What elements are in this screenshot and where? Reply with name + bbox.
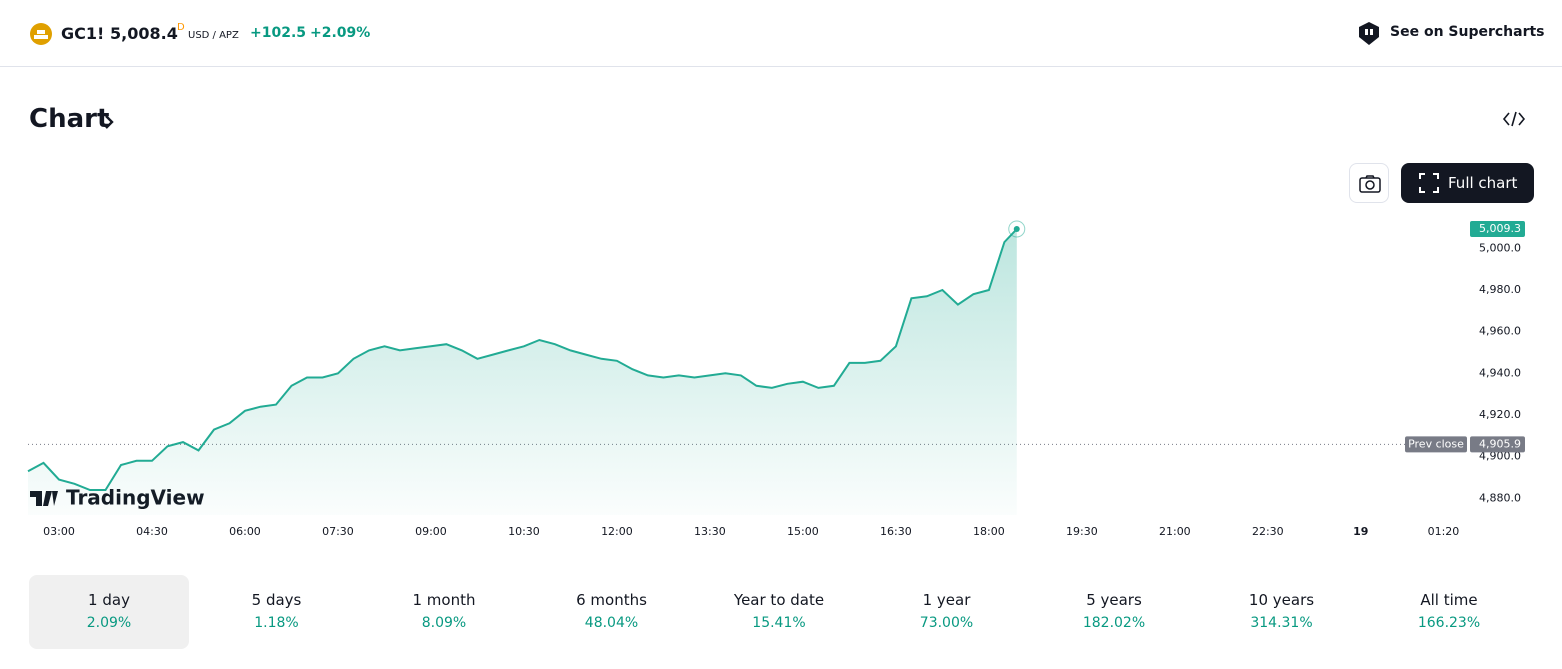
period-label: Year to date — [733, 591, 825, 609]
period-change: 314.31% — [1250, 615, 1313, 631]
price-line — [27, 228, 1018, 491]
y-tick-label: 4,980.0 — [1479, 283, 1521, 296]
period-change: 48.04% — [584, 615, 639, 631]
x-tick-label: 13:30 — [694, 525, 726, 538]
period-change: 73.00% — [919, 615, 974, 631]
chart: TradingView4,880.04,900.04,920.04,940.04… — [27, 220, 1525, 538]
area-fill — [28, 229, 1017, 515]
period-button[interactable]: 5 years 182.02% — [1034, 575, 1194, 649]
embed-icon[interactable] — [1502, 110, 1526, 128]
x-tick-label: 04:30 — [136, 525, 168, 538]
supercharts-icon[interactable] — [1356, 21, 1382, 47]
change-pct: +2.09% — [310, 25, 371, 41]
x-tick-label: 06:00 — [229, 525, 261, 538]
prev-close-badge — [1405, 436, 1467, 453]
period-change: 1.18% — [254, 615, 299, 631]
price-flag: D — [177, 22, 185, 33]
last-price-label: 5,009.3 — [1479, 222, 1521, 235]
y-tick-label: 4,960.0 — [1479, 325, 1521, 338]
supercharts-link[interactable]: See on Supercharts — [1390, 24, 1545, 40]
x-tick-label: 22:30 — [1252, 525, 1284, 538]
x-tick-label: 19:30 — [1066, 525, 1098, 538]
x-tick-label: 10:30 — [508, 525, 540, 538]
header: GC1! 5,008.4 D USD / APZ +102.5 +2.09% S… — [0, 0, 1562, 67]
symbol-icon — [30, 23, 52, 45]
last-point-ring — [1008, 220, 1026, 238]
camera-icon — [1359, 175, 1381, 193]
fullscreen-icon — [1419, 173, 1439, 193]
x-tick-label: 01:20 — [1428, 525, 1460, 538]
last-point — [1013, 225, 1020, 232]
prev-close-label: 4,905.9 — [1479, 437, 1521, 450]
full-chart-button[interactable]: Full chart — [1401, 163, 1534, 203]
period-button[interactable]: 6 months 48.04% — [532, 575, 692, 649]
period-label: 5 days — [251, 591, 302, 609]
x-tick-label: 09:00 — [415, 525, 447, 538]
period-label: 5 years — [1086, 591, 1142, 609]
prev-close-value-badge — [1470, 436, 1525, 453]
y-tick-label: 4,940.0 — [1479, 366, 1521, 379]
full-chart-label: Full chart — [1448, 174, 1518, 192]
x-tick-label: 12:00 — [601, 525, 633, 538]
period-label: 6 months — [576, 591, 647, 609]
price: 5,008.4 — [110, 24, 178, 43]
y-tick-label: 4,880.0 — [1479, 491, 1521, 504]
period-change: 166.23% — [1417, 615, 1481, 631]
y-tick-label: 4,900.0 — [1479, 450, 1521, 463]
period-change: 8.09% — [421, 615, 467, 631]
snapshot-button[interactable] — [1349, 163, 1389, 203]
last-price-badge — [1470, 220, 1525, 237]
section-title[interactable]: Chart — [29, 104, 110, 134]
chevron — [105, 115, 114, 129]
period-label: 1 day — [88, 591, 130, 609]
period-change: 15.41% — [752, 615, 806, 631]
x-tick-label: 03:00 — [43, 525, 75, 538]
symbol: GC1! — [61, 24, 105, 43]
currency: USD / APZ — [188, 30, 239, 41]
period-button[interactable]: 5 days 1.18% — [197, 575, 357, 649]
x-tick-label: 19 — [1353, 525, 1368, 538]
period-button[interactable]: All time 166.23% — [1369, 575, 1529, 649]
period-button[interactable]: 10 years 314.31% — [1202, 575, 1362, 649]
period-button[interactable]: Year to date 15.41% — [699, 575, 859, 649]
period-label: 1 year — [922, 591, 971, 609]
period-button[interactable]: 1 year 73.00% — [867, 575, 1027, 649]
y-tick-label: 5,000.0 — [1479, 241, 1521, 254]
period-change: 182.02% — [1082, 615, 1146, 631]
y-tick-label: 4,920.0 — [1479, 408, 1521, 421]
x-tick-label: 16:30 — [880, 525, 912, 538]
change: +102.5 — [250, 25, 307, 41]
x-tick-label: 07:30 — [322, 525, 354, 538]
period-label: 10 years — [1248, 591, 1315, 609]
period-change: 2.09% — [86, 615, 132, 631]
period-button[interactable]: 1 month 8.09% — [364, 575, 524, 649]
x-tick-label: 21:00 — [1159, 525, 1191, 538]
prev-close-name: Prev close — [1408, 437, 1464, 450]
x-tick-label: 15:00 — [787, 525, 819, 538]
period-label: All time — [1420, 591, 1478, 609]
x-tick-label: 18:00 — [973, 525, 1005, 538]
period-button[interactable]: 1 day 2.09% — [29, 575, 189, 649]
period-label: 1 month — [412, 591, 476, 609]
